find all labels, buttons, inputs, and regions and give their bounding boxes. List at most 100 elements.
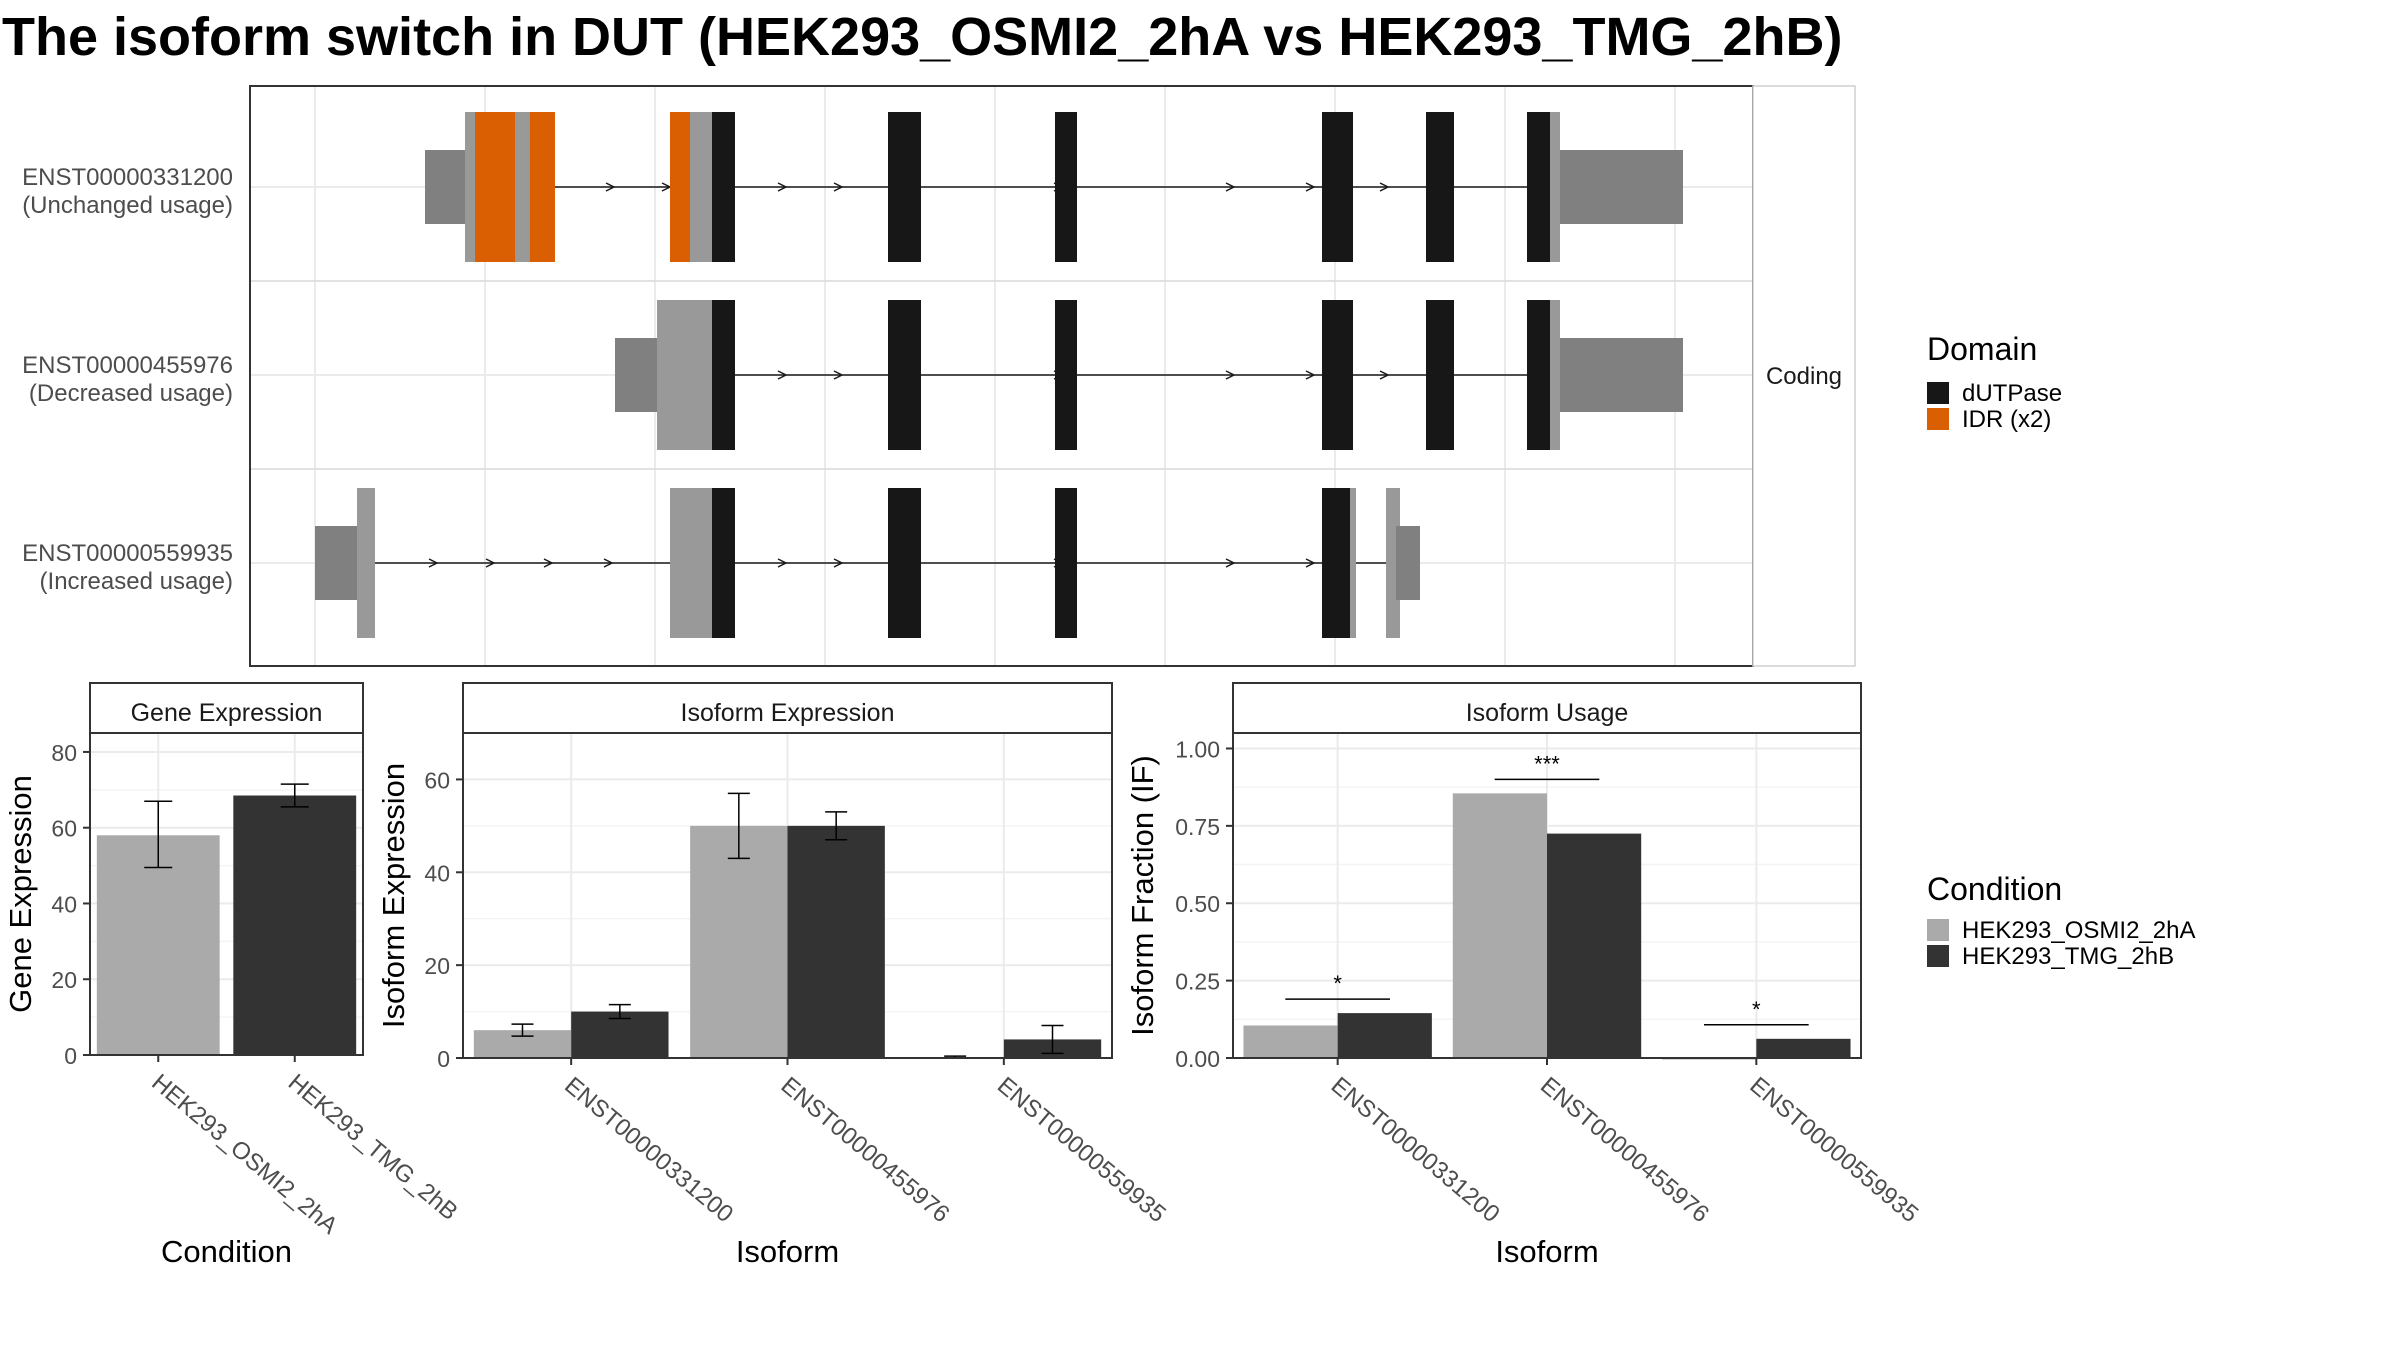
IDR-domain-exon	[530, 112, 555, 262]
intron-direction-arrow	[485, 558, 496, 568]
isoform-id-label: ENST00000455976	[22, 352, 233, 379]
isoform-usage-label: (Unchanged usage)	[22, 192, 233, 219]
dUTPase-domain-exon	[1322, 300, 1353, 450]
intron-direction-arrow	[1225, 370, 1236, 380]
domain-legend-key-IDR	[1927, 408, 1949, 430]
bar-HEK293_OSMI2_2hA	[96, 835, 220, 1055]
dUTPase-domain-exon	[1527, 112, 1550, 262]
y-tick-label: 0	[64, 1043, 77, 1069]
strip-isoform-expression-panel	[462, 682, 1113, 734]
x-tick-label: ENST00000331200	[1326, 1072, 1505, 1228]
domain-legend-title: Domain	[1927, 331, 2037, 367]
y-tick-label: 0	[437, 1046, 450, 1072]
utr-exon	[315, 526, 360, 600]
bar-HEK293_TMG_2hB-ENST00000331200	[1337, 1013, 1432, 1058]
isoform-label: ENST00000331200 (Unchanged usage)	[22, 164, 233, 219]
y-axis-title: Isoform Fraction (IF)	[1125, 755, 1160, 1036]
dUTPase-domain-exon	[888, 112, 921, 262]
dUTPase-domain-exon	[1055, 488, 1077, 638]
intron-direction-arrow	[833, 370, 844, 380]
isoform-id-label: ENST00000559935	[22, 540, 233, 567]
x-tick-label: ENST00000559935	[1744, 1072, 1923, 1228]
intron-direction-arrow	[1305, 182, 1316, 192]
coding-exon	[690, 112, 712, 262]
x-axis-title: Condition	[161, 1234, 292, 1269]
coding-strip	[1752, 85, 1856, 667]
dUTPase-domain-exon	[1322, 488, 1350, 638]
condition-legend-label: HEK293_OSMI2_2hA	[1962, 917, 2195, 944]
condition-legend-key	[1927, 919, 1949, 941]
dUTPase-domain-exon	[712, 488, 735, 638]
x-tick-label: ENST00000455976	[776, 1072, 955, 1228]
y-axis-title: Isoform Expression	[376, 763, 411, 1028]
utr-exon	[1560, 150, 1683, 224]
y-axis-title: Gene Expression	[3, 775, 38, 1013]
y-tick-label: 0.75	[1175, 814, 1220, 840]
intron-direction-arrow	[777, 370, 788, 380]
dUTPase-domain-exon	[1055, 112, 1077, 262]
coding-exon	[1350, 488, 1356, 638]
bar-HEK293_TMG_2hB-ENST00000331200	[571, 1011, 669, 1058]
intron-direction-arrow	[777, 182, 788, 192]
panel-border	[462, 732, 1113, 1059]
dUTPase-domain-exon	[1527, 300, 1550, 450]
y-tick-label: 40	[424, 860, 450, 886]
intron-direction-arrow	[833, 182, 844, 192]
dUTPase-domain-exon	[1426, 300, 1454, 450]
coding-exon	[657, 300, 712, 450]
intron-direction-arrow	[1225, 558, 1236, 568]
y-tick-label: 0.00	[1175, 1046, 1220, 1072]
x-tick-label: ENST00000559935	[992, 1072, 1171, 1228]
significance-marker: *	[1752, 997, 1761, 1022]
strip-title: Gene Expression	[131, 699, 323, 727]
coding-exon	[1386, 488, 1400, 638]
figure-title: The isoform switch in DUT (HEK293_OSMI2_…	[2, 7, 1843, 67]
bar-HEK293_TMG_2hB-ENST00000455976	[787, 825, 885, 1058]
domain-legend-label: dUTPase	[1962, 380, 2062, 407]
domain-legend-label: IDR (x2)	[1962, 406, 2051, 433]
dUTPase-domain-exon	[712, 300, 735, 450]
coding-exon	[357, 488, 375, 638]
panel-border	[1232, 732, 1862, 1059]
intron-direction-arrow	[1305, 370, 1316, 380]
significance-marker: ***	[1534, 751, 1560, 776]
bar-HEK293_TMG_2hB-ENST00000455976	[1547, 833, 1642, 1058]
bar-HEK293_TMG_2hB	[233, 795, 357, 1055]
utr-exon	[1560, 338, 1683, 412]
bar-HEK293_OSMI2_2hA-ENST00000331200	[1243, 1025, 1338, 1058]
isoform-label: ENST00000455976 (Decreased usage)	[22, 352, 233, 407]
intron-direction-arrow	[543, 558, 554, 568]
intron-direction-arrow	[603, 558, 614, 568]
intron-direction-arrow	[1379, 182, 1390, 192]
y-tick-label: 20	[424, 953, 450, 979]
intron-direction-arrow	[833, 558, 844, 568]
intron-direction-arrow	[1305, 558, 1316, 568]
isoform-usage-panel: Isoform Usage 0.00 0.25 0.50 0.75 1.00 * ENST00…	[1125, 682, 1923, 1269]
x-tick-label: ENST00000331200	[559, 1072, 738, 1228]
isoform-expression-panel: Isoform Expression 0 20 40 60 ENST00000331200…	[376, 682, 1171, 1269]
condition-legend-key	[1927, 945, 1949, 967]
IDR-domain-exon	[475, 112, 515, 262]
y-tick-label: 1.00	[1175, 736, 1220, 762]
significance-marker: *	[1333, 971, 1342, 996]
y-tick-label: 80	[51, 740, 77, 766]
coding-exon	[1550, 300, 1560, 450]
y-tick-label: 0.25	[1175, 969, 1220, 995]
x-axis-title: Isoform	[736, 1234, 839, 1269]
bar-HEK293_OSMI2_2hA-ENST00000455976	[690, 825, 788, 1058]
intron-direction-arrow	[605, 182, 616, 192]
y-tick-label: 60	[51, 816, 77, 842]
isoform-usage-label: (Decreased usage)	[29, 380, 233, 407]
coding-exon	[515, 112, 530, 262]
intron-direction-arrow	[1225, 182, 1236, 192]
bar-HEK293_OSMI2_2hA-ENST00000455976	[1452, 793, 1547, 1058]
isoform-id-label: ENST00000331200	[22, 164, 233, 191]
y-tick-label: 40	[51, 891, 77, 917]
domain-legend-key-dUTPase	[1927, 382, 1949, 404]
transcript-track-ENST00000559935	[315, 488, 1420, 638]
condition-legend-label: HEK293_TMG_2hB	[1962, 943, 2174, 970]
isoform-usage-label: (Increased usage)	[40, 568, 233, 595]
